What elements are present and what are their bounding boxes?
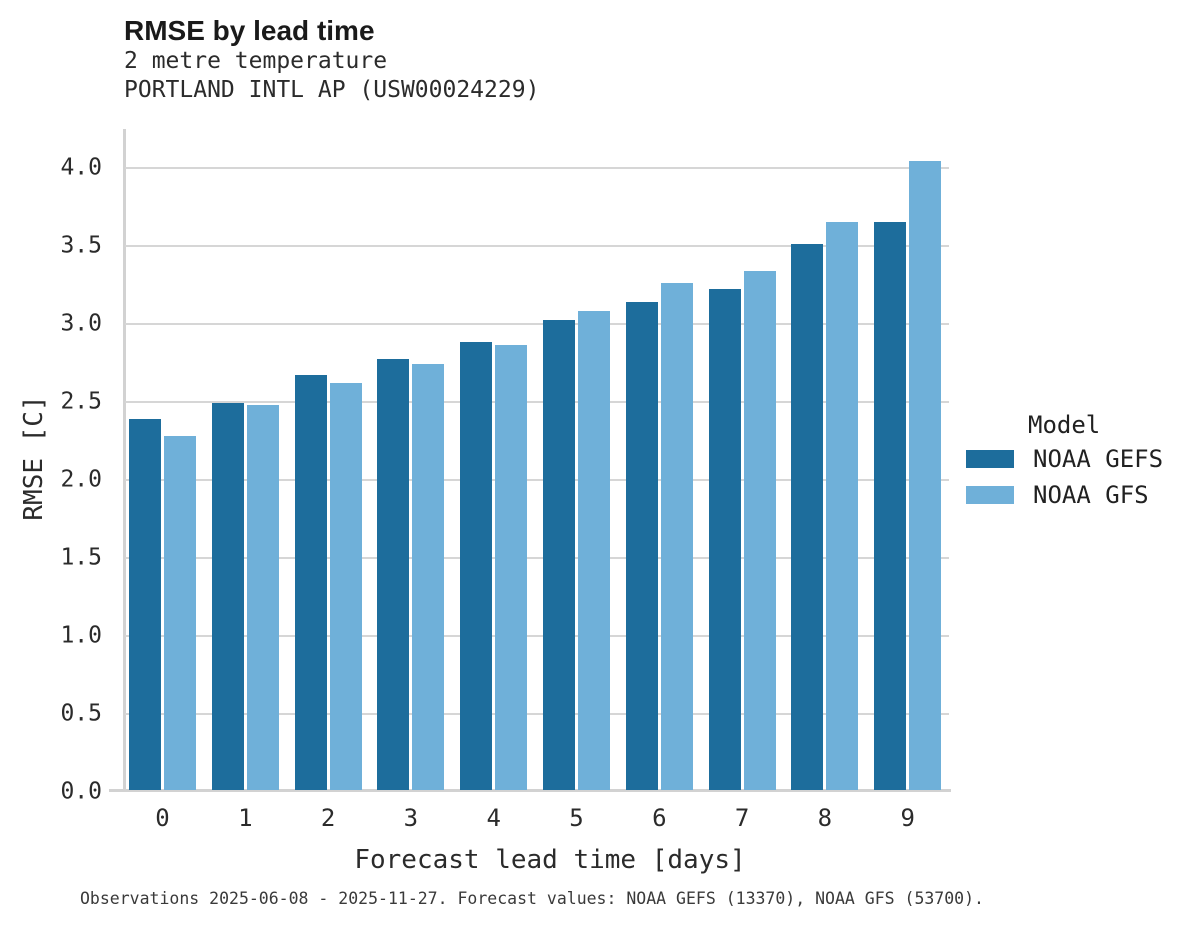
bar-noaa-gefs-lead-7 (708, 289, 741, 790)
gridline-y-1.0 (125, 635, 949, 637)
plot-panel: 0.0 0.5 1.0 1.5 2.0 2.5 3.0 3.5 4.0 0 1 2 3 4 5 6 7 8 9 (60, 129, 951, 830)
bar-noaa-gefs-lead-5 (543, 320, 575, 790)
y-tick-label-0.5: 0.5 (60, 700, 102, 727)
chart-subtitle-station: PORTLAND INTL AP (USW00024229) (124, 77, 540, 103)
x-axis-title: Forecast lead time [days] (354, 845, 746, 875)
legend-label-noaa-gefs: NOAA GEFS (1033, 444, 1164, 473)
bar-noaa-gfs-lead-5 (578, 311, 610, 790)
x-tick-label-9: 9 (900, 804, 915, 832)
bar-noaa-gfs-lead-1 (246, 404, 279, 790)
x-tick-label-4: 4 (486, 804, 501, 832)
gridline-y-4.0 (125, 167, 949, 169)
legend: Model NOAA GEFS NOAA GFS (966, 410, 1186, 512)
bar-noaa-gfs-lead-7 (743, 270, 776, 790)
y-tick-label-2.5: 2.5 (60, 388, 102, 415)
bar-noaa-gefs-lead-0 (129, 418, 161, 790)
y-tick-label-2.0: 2.0 (60, 466, 102, 493)
chart-subtitle-variable: 2 metre temperature (124, 48, 388, 74)
x-tick-label-5: 5 (569, 804, 584, 832)
bar-noaa-gefs-lead-9 (874, 222, 907, 790)
y-tick-label-3.0: 3.0 (60, 310, 102, 337)
y-tick-label-1.0: 1.0 (60, 622, 102, 649)
bar-noaa-gfs-lead-6 (660, 283, 693, 790)
gridline-y-3.5 (125, 245, 949, 247)
gridline-y-3.0 (125, 323, 949, 325)
caption: Observations 2025-06-08 - 2025-11-27. Fo… (80, 889, 984, 908)
chart-title: RMSE by lead time (124, 15, 375, 46)
x-tick-label-6: 6 (652, 804, 667, 832)
y-tick-label-0.0: 0.0 (60, 778, 102, 805)
x-tick-label-0: 0 (155, 804, 170, 832)
y-axis-line (123, 129, 126, 792)
x-tick-label-8: 8 (817, 804, 833, 832)
bar-noaa-gfs-lead-8 (826, 222, 859, 790)
legend-swatch-noaa-gefs-icon (966, 449, 1014, 468)
bar-noaa-gefs-lead-1 (211, 403, 244, 790)
bar-noaa-gfs-lead-0 (164, 435, 196, 790)
x-axis-line (109, 789, 951, 792)
bar-noaa-gfs-lead-4 (495, 345, 528, 790)
bar-noaa-gefs-lead-2 (294, 375, 327, 790)
gridline-y-2.5 (125, 401, 949, 403)
y-tick-label-3.5: 3.5 (60, 232, 102, 259)
x-tick-label-1: 1 (238, 804, 253, 832)
bar-noaa-gefs-lead-6 (625, 301, 658, 790)
y-tick-label-1.5: 1.5 (60, 544, 102, 571)
bar-noaa-gfs-lead-3 (412, 364, 445, 790)
bar-noaa-gefs-lead-4 (460, 342, 493, 790)
bar-noaa-gefs-lead-8 (791, 244, 824, 790)
legend-item-noaa-gfs: NOAA GFS (966, 477, 1186, 512)
gridline-y-0.5 (125, 713, 949, 715)
legend-label-noaa-gfs: NOAA GFS (1033, 480, 1149, 509)
y-axis-title: RMSE [C] (19, 395, 49, 521)
legend-swatch-noaa-gfs-icon (966, 485, 1014, 504)
chart-header: RMSE by lead time 2 metre temperature PO… (124, 14, 539, 105)
y-tick-label-4.0: 4.0 (60, 154, 102, 181)
x-tick-label-7: 7 (734, 804, 750, 832)
legend-title: Model (1028, 411, 1101, 439)
x-tick-label-2: 2 (320, 804, 336, 832)
bar-noaa-gfs-lead-9 (909, 161, 942, 790)
gridline-y-2.0 (125, 479, 949, 481)
gridline-y-1.5 (125, 557, 949, 559)
bar-noaa-gefs-lead-3 (377, 359, 410, 790)
x-tick-label-3: 3 (403, 804, 419, 832)
legend-item-noaa-gefs: NOAA GEFS (966, 441, 1186, 476)
bar-noaa-gfs-lead-2 (329, 382, 362, 790)
